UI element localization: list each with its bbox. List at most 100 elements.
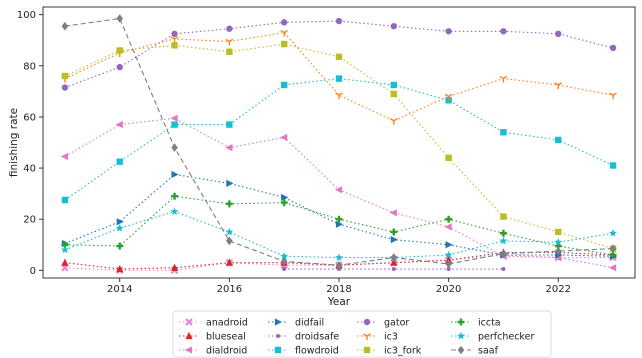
legend-marker: [185, 318, 193, 326]
legend-label: ic3_fork: [384, 346, 422, 357]
data-point: [226, 179, 234, 188]
data-point: [116, 158, 123, 165]
x-tick-label: 2014: [107, 284, 132, 295]
data-point: [226, 121, 233, 128]
data-point: [609, 229, 618, 237]
data-point: [389, 118, 398, 125]
legend-label: saaf: [478, 346, 499, 357]
data-point: [445, 256, 453, 264]
data-point: [116, 14, 124, 23]
data-point: [171, 192, 179, 200]
data-point: [554, 246, 562, 256]
data-point: [391, 267, 396, 272]
series-layer: [60, 14, 618, 275]
data-point: [225, 38, 234, 46]
data-point: [555, 30, 562, 38]
legend-item-flowdroid: flowdroid: [268, 346, 339, 357]
data-point: [280, 199, 288, 207]
x-tick-label: 2020: [436, 284, 461, 295]
data-point: [501, 267, 506, 272]
series-gator: [61, 17, 617, 91]
legend-label: iccta: [478, 318, 501, 329]
data-point: [390, 253, 398, 262]
data-point: [609, 162, 617, 169]
legend-marker: [363, 318, 371, 326]
legend-marker: [363, 346, 371, 354]
data-point: [115, 121, 123, 129]
data-point: [609, 244, 617, 253]
data-point: [444, 250, 453, 259]
data-point: [280, 19, 288, 26]
legend-marker: [276, 334, 280, 338]
x-axis-label: Year: [327, 296, 351, 308]
data-point: [444, 223, 452, 231]
legend-label: droidsafe: [295, 332, 339, 343]
series-line: [64, 210, 614, 259]
data-point: [60, 245, 69, 254]
data-point: [335, 17, 343, 25]
data-point: [334, 186, 343, 194]
legend-marker: [274, 318, 283, 326]
legend-item-perfchecker: perfchecker: [451, 332, 534, 343]
data-point: [116, 218, 124, 226]
data-point: [608, 264, 617, 272]
data-point: [225, 144, 233, 152]
data-point: [500, 129, 507, 136]
data-point: [226, 236, 233, 246]
data-point: [171, 170, 179, 179]
legend-label: blueseal: [206, 332, 246, 343]
legend-item-didfail: didfail: [268, 318, 324, 329]
data-point: [280, 29, 289, 37]
legend-label: dialdroid: [206, 346, 247, 357]
legend-marker: [457, 331, 465, 340]
series-dialdroid: [60, 114, 617, 272]
data-point: [116, 264, 124, 273]
y-tick-label: 100: [17, 10, 36, 21]
data-point: [280, 252, 289, 260]
legend-item-droidsafe: droidsafe: [268, 332, 339, 343]
data-point: [499, 229, 507, 237]
series-didfail: [61, 170, 618, 260]
data-point: [609, 44, 617, 52]
legend-item-iccta: iccta: [451, 318, 501, 329]
x-tick-label: 2018: [326, 284, 351, 295]
y-tick-label: 0: [30, 266, 36, 277]
data-point: [170, 207, 179, 215]
data-point: [116, 47, 123, 54]
data-point: [335, 253, 343, 261]
data-point: [171, 30, 178, 38]
data-point: [390, 22, 398, 30]
data-point: [554, 82, 563, 89]
x-axis: 2014 2016 2018 2020 2022: [107, 278, 571, 295]
legend-item-anadroid: anadroid: [179, 318, 248, 329]
x-tick-label: 2022: [546, 284, 571, 295]
data-point: [390, 258, 398, 266]
data-point: [445, 28, 452, 35]
data-point: [554, 238, 563, 246]
data-point: [499, 236, 508, 245]
legend-label: perfchecker: [478, 332, 534, 343]
data-point: [280, 81, 288, 89]
data-point: [61, 263, 69, 272]
data-point: [281, 193, 289, 202]
data-point: [280, 133, 288, 141]
data-point: [500, 249, 507, 259]
series-line: [64, 20, 614, 89]
data-point: [61, 84, 69, 91]
legend-item-ic3_fork: ic3_fork: [357, 346, 422, 357]
data-point: [226, 48, 233, 55]
data-point: [390, 90, 398, 98]
data-point: [390, 228, 398, 236]
data-point: [609, 92, 617, 100]
series-line: [64, 43, 614, 250]
data-point: [445, 259, 452, 269]
legend-label: anadroid: [206, 318, 248, 329]
data-point: [445, 241, 453, 249]
data-point: [444, 93, 453, 101]
data-point: [445, 215, 453, 223]
data-point: [555, 136, 562, 144]
data-point: [555, 228, 562, 236]
data-point: [171, 143, 178, 152]
legend-item-blueseal: blueseal: [179, 332, 246, 343]
